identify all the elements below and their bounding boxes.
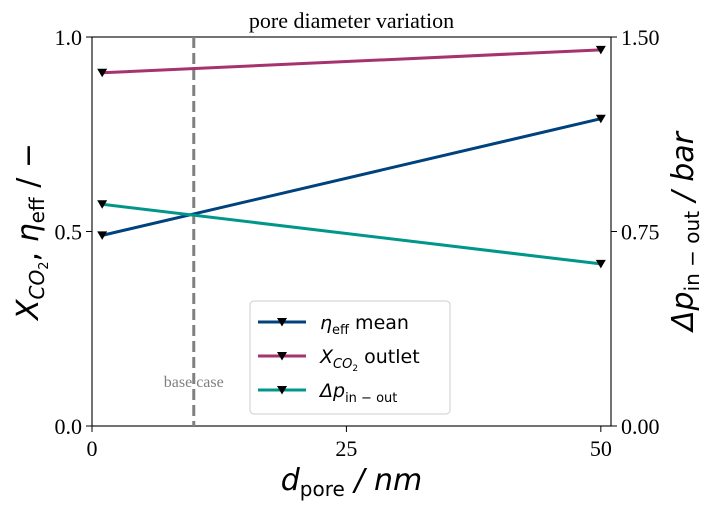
legend-entry-2: XCO2 outlet	[258, 346, 420, 374]
y-left-label-x-subsub: 2	[37, 261, 52, 269]
y-right-tick-label: 0.00	[621, 414, 660, 439]
series-line	[102, 48, 601, 75]
y-right-tick-label: 1.50	[621, 25, 660, 50]
data-point-marker	[595, 114, 606, 124]
y-right-label-rest: / bar	[666, 130, 701, 211]
series-1	[97, 114, 606, 240]
y-left-label-x-sub: CO	[25, 270, 49, 300]
series-2	[97, 45, 606, 78]
y-left-tick-label: 0.0	[55, 414, 83, 439]
series-line	[101, 117, 602, 237]
legend-marker	[277, 386, 287, 395]
y-left-tick-label: 1.0	[55, 25, 83, 50]
legend-marker	[277, 352, 287, 361]
axes: 0 25 50 0.0 0.5 1.0 0.00 0.75 1.50	[55, 25, 660, 461]
legend-label-sub: in − out	[345, 391, 397, 406]
y-right-axis-label: Δpin − out / bar	[666, 130, 704, 333]
data-point-marker	[595, 259, 606, 269]
x-axis-label-base: d	[281, 463, 301, 498]
legend-label-base: X	[319, 346, 334, 368]
y-left-label-eta-sub: eff	[25, 196, 49, 223]
x-tick-label: 50	[590, 436, 612, 461]
y-left-label-x: X	[11, 298, 46, 322]
x-axis-label-sub: pore	[300, 477, 345, 501]
legend-label: Δpin − out	[318, 380, 397, 406]
y-left-axis-label: XCO2, ηeff / −	[11, 143, 52, 322]
x-axis-label: dpore / nm	[281, 463, 423, 501]
legend-marker	[277, 318, 287, 327]
legend-box	[249, 300, 451, 415]
y-left-label-eta: η	[11, 223, 46, 242]
y-right-tick-label: 0.75	[621, 220, 660, 245]
legend-label-sub: eff	[332, 323, 350, 338]
legend-label: ηeff mean	[320, 312, 409, 338]
legend-label-base: η	[320, 312, 332, 334]
legend-label-rest: outlet	[358, 346, 420, 368]
chart-title: pore diameter variation	[249, 8, 454, 33]
series-3	[97, 200, 606, 269]
data-point-marker	[97, 231, 108, 240]
data-point-marker	[97, 200, 108, 209]
x-tick-label: 0	[87, 436, 98, 461]
series-layer	[97, 45, 606, 269]
legend-entry-1: ηeff mean	[258, 312, 409, 338]
y-left-label-sep: ,	[11, 242, 46, 261]
legend-label-sub: CO	[333, 357, 352, 372]
data-point-marker	[97, 68, 108, 78]
legend-label-subsub: 2	[352, 364, 358, 374]
legend-label: XCO2 outlet	[319, 346, 420, 374]
base-case-label: base case	[164, 374, 224, 391]
base-case-marker: base case	[164, 37, 224, 426]
y-left-label-rest: / −	[11, 143, 46, 197]
series-line	[101, 202, 602, 266]
data-point-marker	[595, 45, 606, 55]
legend: ηeff mean XCO2 outlet Δpin − out	[249, 300, 451, 415]
legend-label-base: Δp	[318, 380, 345, 402]
x-tick-label: 25	[335, 436, 357, 461]
y-right-label-base: Δp	[666, 291, 701, 333]
y-left-tick-label: 0.5	[55, 220, 83, 245]
legend-label-rest: mean	[349, 312, 409, 334]
y-right-label-sub: in − out	[680, 211, 704, 292]
legend-entry-3: Δpin − out	[258, 380, 397, 406]
x-axis-label-rest: / nm	[345, 463, 422, 498]
